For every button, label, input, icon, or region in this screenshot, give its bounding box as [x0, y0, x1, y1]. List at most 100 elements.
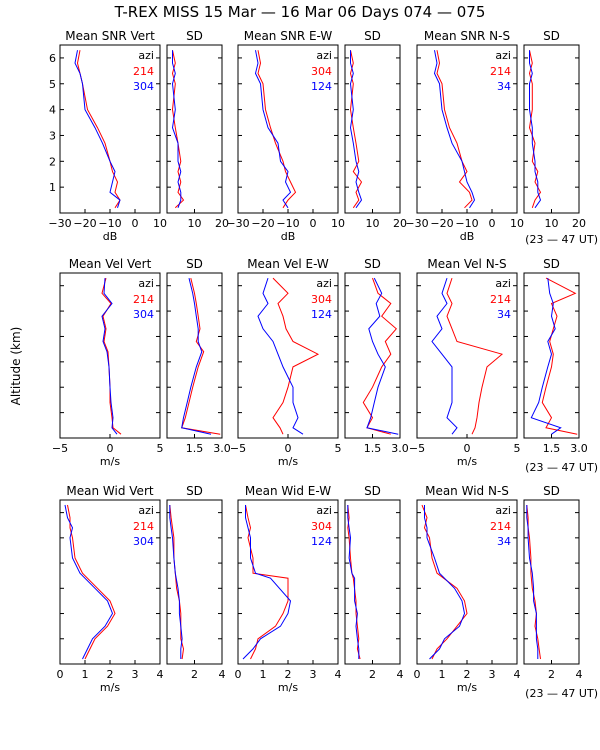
panel-12-series-214 — [541, 277, 578, 435]
panel-8-frame — [166, 272, 223, 439]
panel-3-xtick-label-10: 10 — [331, 217, 345, 230]
panel-7-title: Mean Vel Vert — [69, 257, 152, 271]
panel-15-xtick-label-3: 3 — [310, 668, 317, 681]
panel-11-xtick-label-0: 0 — [464, 442, 471, 455]
panel-2-series-214 — [171, 50, 185, 209]
panel-10-title: SD — [364, 257, 381, 271]
panel-6-series-34 — [529, 50, 542, 209]
panel-17-title: Mean Wid N-S — [425, 484, 509, 498]
panel-1-series-214 — [76, 50, 121, 209]
panel-1-ytick-label-5: 5 — [49, 78, 56, 91]
panel-11-legend-header: azi — [495, 277, 511, 290]
panel-18-series-214 — [526, 504, 541, 660]
panel-17-legend-214: 214 — [490, 520, 511, 533]
panel-7-xtick-label-−5: −5 — [52, 442, 68, 455]
panel-1-legend-header: azi — [138, 49, 154, 62]
panel-18-xtick-label-2: 2 — [548, 668, 555, 681]
panel-17-xtick-label-1: 1 — [439, 668, 446, 681]
panel-7-xtick-label-5: 5 — [157, 442, 164, 455]
panel-9-xlabel: m/s — [278, 455, 298, 468]
panel-13-xtick-label-4: 4 — [157, 668, 164, 681]
panel-9-xtick-label-0: 0 — [285, 442, 292, 455]
panel-4-xtick-label-20: 20 — [393, 217, 407, 230]
panel-3-legend-header: azi — [316, 49, 332, 62]
panel-11-legend-214: 214 — [490, 293, 511, 306]
panel-12-title: SD — [543, 257, 560, 271]
panel-15-series-304 — [245, 504, 289, 660]
panel-12-xtick-label-3.0: 3.0 — [570, 442, 588, 455]
panel-11-legend-34: 34 — [497, 308, 511, 321]
panel-3-legend-124: 124 — [311, 80, 332, 93]
panel-16-xtick-label-4: 4 — [397, 668, 404, 681]
panel-4-series-304 — [349, 50, 363, 209]
panel-10-xtick-label-3.0: 3.0 — [391, 442, 409, 455]
time-note-row-2: (23 — 47 UT) — [525, 461, 598, 474]
panel-3-xtick-label-0: 0 — [310, 217, 317, 230]
panel-1-ytick-label-3: 3 — [49, 129, 56, 142]
panel-13-title: Mean Wid Vert — [66, 484, 153, 498]
panel-1-series-304 — [74, 50, 121, 208]
panel-8-xtick-label-3.0: 3.0 — [213, 442, 231, 455]
panel-11-xlabel: m/s — [457, 455, 477, 468]
panel-1-xtick-label-−30: −30 — [48, 217, 71, 230]
panel-5-xtick-label-0: 0 — [489, 217, 496, 230]
panel-5-xtick-label-10: 10 — [510, 217, 524, 230]
panel-15-legend-304: 304 — [311, 520, 332, 533]
panel-3-xtick-label-−30: −30 — [226, 217, 249, 230]
panel-11-series-34 — [431, 277, 458, 435]
panel-5-xlabel: dB — [460, 230, 475, 243]
panel-15-xtick-label-0: 0 — [235, 668, 242, 681]
panel-7-xtick-label-0: 0 — [107, 442, 114, 455]
panel-5-legend-34: 34 — [497, 80, 511, 93]
panel-14-series-304 — [169, 505, 183, 659]
panel-7-legend-header: azi — [138, 277, 154, 290]
panel-6-series-214 — [528, 50, 542, 208]
panel-18-title: SD — [543, 484, 560, 498]
panel-14-xtick-label-2: 2 — [191, 668, 198, 681]
panel-2-xtick-label-10: 10 — [188, 217, 202, 230]
panel-2-series-304 — [171, 50, 182, 208]
panel-11-xtick-label-5: 5 — [514, 442, 521, 455]
panel-14-series-214 — [169, 504, 185, 660]
panel-1-legend-214: 214 — [133, 65, 154, 78]
panel-6-xtick-label-20: 20 — [572, 217, 586, 230]
panel-5-series-214 — [436, 50, 473, 209]
panel-13-legend-214: 214 — [133, 520, 154, 533]
panel-1-ytick-label-2: 2 — [49, 155, 56, 168]
panel-1-ytick-label-1: 1 — [49, 181, 56, 194]
panel-14-title: SD — [186, 484, 203, 498]
panel-10-xtick-label-1.5: 1.5 — [364, 442, 382, 455]
panel-15-xtick-label-4: 4 — [335, 668, 342, 681]
panel-15-title: Mean Wid E-W — [245, 484, 331, 498]
panel-13-legend-304: 304 — [133, 535, 154, 548]
panel-15-xlabel: m/s — [278, 681, 298, 694]
panel-17-xtick-label-4: 4 — [514, 668, 521, 681]
panel-17-xtick-label-3: 3 — [489, 668, 496, 681]
y-axis-label: Altitude (km) — [9, 327, 23, 406]
panel-5-legend-header: azi — [495, 49, 511, 62]
panel-8-xtick-label-1.5: 1.5 — [186, 442, 204, 455]
time-note-row-1: (23 — 47 UT) — [525, 233, 598, 246]
panel-14-xtick-label-4: 4 — [219, 668, 226, 681]
panel-6-xtick-label-10: 10 — [545, 217, 559, 230]
panel-11-xtick-label-−5: −5 — [409, 442, 425, 455]
panel-9-xtick-label-5: 5 — [335, 442, 342, 455]
panel-9-series-124 — [257, 277, 304, 435]
panel-9-legend-header: azi — [316, 277, 332, 290]
panel-3-xlabel: dB — [281, 230, 296, 243]
panel-15-series-124 — [242, 505, 292, 660]
panel-12-xtick-label-1.5: 1.5 — [543, 442, 561, 455]
panel-17-series-214 — [421, 504, 468, 660]
panel-14-frame — [166, 499, 223, 665]
panel-1-ytick-label-6: 6 — [49, 52, 56, 65]
panel-18-xtick-label-4: 4 — [576, 668, 583, 681]
panel-7-legend-214: 214 — [133, 293, 154, 306]
panel-3-xtick-label-−10: −10 — [276, 217, 299, 230]
panel-13-xtick-label-3: 3 — [132, 668, 139, 681]
panel-13-series-214 — [67, 504, 116, 660]
panel-5-legend-214: 214 — [490, 65, 511, 78]
panel-16-series-124 — [347, 505, 360, 659]
panel-7-series-214 — [101, 277, 122, 435]
panel-5-xtick-label-−20: −20 — [430, 217, 453, 230]
panel-1-xtick-label-10: 10 — [153, 217, 167, 230]
